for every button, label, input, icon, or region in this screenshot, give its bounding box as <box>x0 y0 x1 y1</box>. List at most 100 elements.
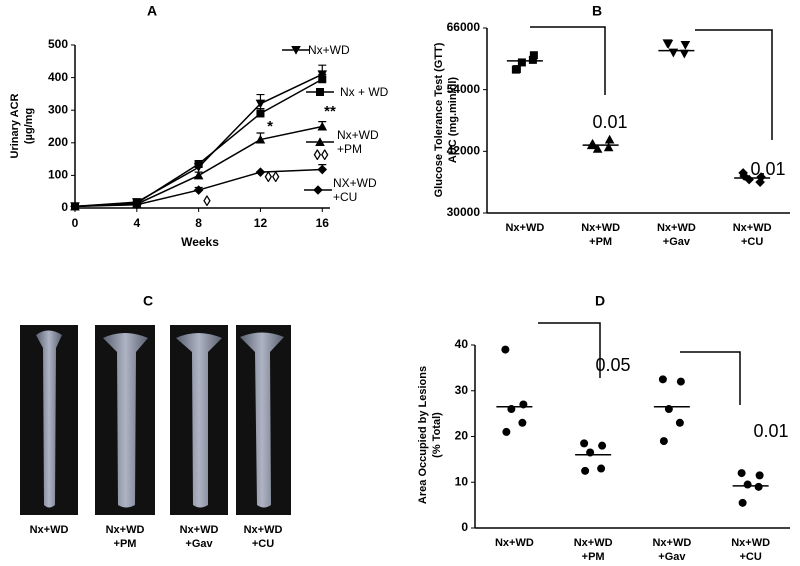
marker <box>313 185 323 195</box>
y-tick-label: 10 <box>455 474 469 488</box>
marker <box>291 46 301 55</box>
marker <box>528 55 537 64</box>
aorta <box>176 333 222 508</box>
y-axis-label: Glucose Tolerance Test (GTT) AUC (mg.min… <box>433 42 459 198</box>
photo-label: Nx+WD <box>29 524 69 536</box>
marker <box>518 418 527 427</box>
annotation: 0.01 <box>592 112 627 132</box>
legend-label: NX+WD +CU <box>333 176 377 204</box>
x-tick-label: Nx+WD +Gav <box>656 222 696 248</box>
annotation: 0.01 <box>753 421 788 441</box>
marker <box>315 137 325 146</box>
marker <box>592 143 603 153</box>
marker <box>603 142 614 152</box>
y-tick-label: 40 <box>455 337 469 351</box>
marker <box>659 437 668 446</box>
marker <box>501 345 510 354</box>
x-tick-label: 16 <box>316 216 330 230</box>
marker <box>604 134 615 144</box>
photo-label: Nx+WD +CU <box>243 524 283 550</box>
bracket <box>695 29 773 140</box>
annotation: 0.05 <box>595 355 630 375</box>
panel-title: A <box>147 3 157 19</box>
marker <box>581 466 590 475</box>
marker <box>680 40 691 50</box>
y-axis-label: Urinary ACR (µg/mg <box>9 93 35 159</box>
marker <box>512 65 521 74</box>
marker <box>756 172 766 182</box>
marker <box>256 109 265 118</box>
y-tick-label: 30 <box>455 383 469 397</box>
marker <box>658 375 667 384</box>
x-tick-label: Nx+WD +CU <box>732 222 772 248</box>
y-tick-label: 0 <box>61 200 68 214</box>
legend-label: Nx + WD <box>340 85 389 99</box>
aorta <box>240 332 284 508</box>
x-tick-label: Nx+WD +PM <box>581 222 621 248</box>
marker <box>255 167 266 177</box>
aorta <box>103 333 148 508</box>
y-tick-label: 30000 <box>447 205 481 219</box>
marker <box>663 39 674 49</box>
x-tick-label: 0 <box>72 216 79 230</box>
x-tick-label: Nx+WD <box>494 537 534 549</box>
marker <box>739 171 749 181</box>
x-axis-label: Weeks <box>181 235 219 249</box>
marker <box>755 177 765 187</box>
marker <box>679 49 690 59</box>
marker <box>744 174 754 185</box>
y-tick-label: 100 <box>48 168 68 182</box>
marker <box>194 159 203 168</box>
y-tick-label: 200 <box>48 135 68 149</box>
marker <box>675 418 684 427</box>
marker <box>743 480 752 489</box>
marker <box>598 441 607 450</box>
photos <box>20 325 291 515</box>
bracket <box>530 26 606 95</box>
marker <box>587 138 598 148</box>
y-tick-label: 66000 <box>447 20 481 34</box>
y-tick-label: 300 <box>48 102 68 116</box>
annotation: ◊◊ <box>265 169 280 186</box>
marker <box>316 88 324 96</box>
marker <box>317 164 328 175</box>
panel-title: D <box>595 293 605 309</box>
marker <box>318 75 327 84</box>
y-axis-label: Area Occupied by Lesions (% Total) <box>417 365 443 505</box>
marker <box>676 377 685 386</box>
marker <box>132 199 142 210</box>
y-tick-label: 20 <box>455 429 469 443</box>
marker <box>754 482 763 491</box>
marker <box>317 121 328 131</box>
annotation: * <box>267 118 273 135</box>
annotation: ◊◊ <box>314 147 329 164</box>
annotation: ◊ <box>203 193 211 210</box>
marker <box>737 469 746 478</box>
annotation: ** <box>324 103 336 120</box>
annotation: 0.01 <box>750 159 785 179</box>
marker <box>193 170 204 180</box>
x-tick-label: Nx+WD <box>505 222 545 234</box>
marker <box>70 201 80 212</box>
y-tick-label: 0 <box>461 520 468 534</box>
marker <box>255 99 266 109</box>
marker <box>597 464 606 473</box>
x-tick-label: 4 <box>133 216 140 230</box>
photo-label: Nx+WD +PM <box>105 524 145 550</box>
marker <box>580 439 589 448</box>
marker <box>502 427 511 436</box>
legend-label: Nx+WD +PM <box>337 128 379 156</box>
marker <box>193 185 204 195</box>
marker <box>529 51 538 60</box>
x-tick-label: Nx+WD +CU <box>731 537 771 563</box>
bracket <box>538 322 601 378</box>
marker <box>755 471 764 480</box>
y-tick-label: 400 <box>48 70 68 84</box>
x-tick-label: 8 <box>195 216 202 230</box>
legend-label: Nx+WD <box>308 43 350 57</box>
x-tick-label: 12 <box>254 216 268 230</box>
y-tick-label: 42000 <box>447 144 481 158</box>
photo-label: Nx+WD +Gav <box>179 524 219 550</box>
